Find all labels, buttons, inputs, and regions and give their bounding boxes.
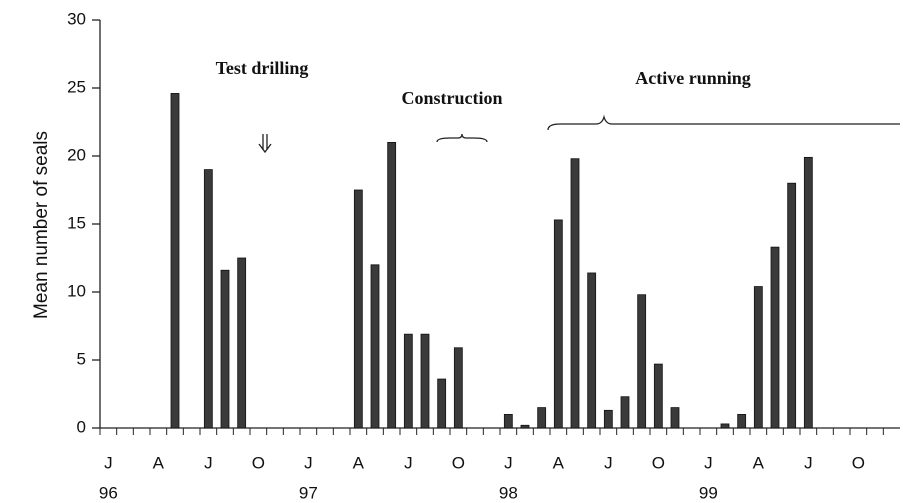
x-tick-label: A [553,453,565,472]
bar [787,182,797,429]
bar [403,333,413,429]
bar [603,409,613,429]
x-tick-label: J [404,453,413,472]
y-axis-label: Mean number of seals [31,131,52,319]
brace [436,133,488,143]
x-tick-label: J [704,453,713,472]
x-tick-label: J [804,453,813,472]
x-tick-label: J [604,453,613,472]
bar [720,423,730,429]
brace [547,114,900,131]
bar [637,294,647,429]
y-tick-label: 30 [67,9,86,28]
x-tick-label: J [304,453,313,472]
y-tick-label: 5 [77,349,86,368]
x-tick-label: A [153,453,165,472]
year-label: 96 [99,483,118,502]
bar [170,93,180,429]
x-tick-label: J [204,453,213,472]
year-label: 99 [699,483,718,502]
bar [203,169,213,429]
x-tick-label: A [353,453,365,472]
year-label: 98 [499,483,518,502]
bar [353,189,363,429]
bar [553,219,563,429]
x-tick-label: O [252,453,265,472]
bar [570,158,580,429]
annotation: Construction [401,88,502,108]
bar [220,269,230,429]
bar [453,347,463,429]
bar [537,407,547,429]
bar [437,378,447,429]
bar [653,363,663,429]
x-tick-label: A [753,453,765,472]
arrow [258,134,272,154]
x-tick-label: J [504,453,513,472]
bar [237,257,247,429]
bar [620,396,630,429]
x-tick-label: J [104,453,113,472]
y-tick-label: 20 [67,145,86,164]
y-tick-label: 10 [67,281,86,300]
bar [370,264,380,429]
x-tick-label: O [852,453,865,472]
y-tick-label: 25 [67,77,86,96]
bar [503,413,513,429]
annotation-marks [258,114,900,154]
y-tick-label: 15 [67,213,86,232]
x-tick-label: O [452,453,465,472]
bar [670,407,680,429]
y-tick-label: 0 [77,417,86,436]
bar [803,156,813,429]
bar [737,413,747,429]
annotation: Active running [635,68,751,88]
bar [420,333,430,429]
bar [770,246,780,429]
bar [387,141,397,429]
year-label: 97 [299,483,318,502]
x-tick-label: O [652,453,665,472]
bar [520,424,530,429]
bar [587,272,597,429]
bar [753,286,763,429]
annotation: Test drilling [216,58,309,78]
